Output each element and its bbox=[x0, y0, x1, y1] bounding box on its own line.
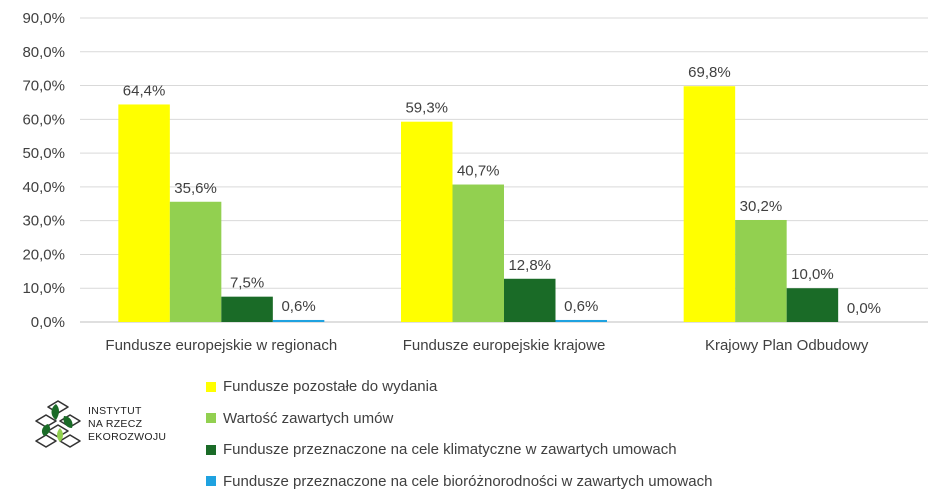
bar bbox=[735, 220, 787, 322]
logo-line-3: EKOROZWOJU bbox=[88, 431, 166, 444]
legend-item-climate-funds: Fundusze przeznaczone na cele klimatyczn… bbox=[206, 434, 712, 466]
data-label: 40,7% bbox=[457, 163, 500, 180]
logo-text: INSTYTUT NA RZECZ EKOROZWOJU bbox=[88, 405, 166, 444]
bar bbox=[170, 202, 222, 322]
data-label: 0,0% bbox=[847, 300, 881, 317]
legend-swatch bbox=[206, 445, 216, 455]
data-label: 7,5% bbox=[230, 275, 264, 292]
y-tick-label: 90,0% bbox=[22, 10, 65, 27]
legend-label: Wartość zawartych umów bbox=[223, 410, 393, 427]
y-tick-label: 60,0% bbox=[22, 111, 65, 128]
y-tick-label: 50,0% bbox=[22, 145, 65, 162]
legend-label: Fundusze przeznaczone na cele bioróżnoro… bbox=[223, 473, 712, 490]
legend-swatch bbox=[206, 382, 216, 392]
legend-item-contract-value: Wartość zawartych umów bbox=[206, 403, 712, 435]
bar bbox=[556, 320, 608, 322]
legend-label: Fundusze pozostałe do wydania bbox=[223, 378, 437, 395]
data-label: 30,2% bbox=[740, 198, 783, 215]
x-tick-label: Krajowy Plan Odbudowy bbox=[705, 337, 869, 354]
y-tick-label: 70,0% bbox=[22, 78, 65, 95]
bar bbox=[118, 104, 170, 322]
x-tick-label: Fundusze europejskie krajowe bbox=[403, 337, 606, 354]
bar-chart: 0,0% 10,0% 20,0% 30,0% 40,0% 50,0% 60,0% 70,0% 8… bbox=[0, 0, 950, 360]
legend-item-biodiversity-funds: Fundusze przeznaczone na cele bioróżnoro… bbox=[206, 466, 712, 497]
y-tick-label: 0,0% bbox=[31, 314, 65, 331]
data-label: 0,6% bbox=[564, 298, 598, 315]
data-label: 35,6% bbox=[174, 180, 217, 197]
y-tick-label: 20,0% bbox=[22, 246, 65, 263]
legend-swatch bbox=[206, 413, 216, 423]
y-tick-label: 40,0% bbox=[22, 179, 65, 196]
bar bbox=[273, 320, 325, 322]
bar bbox=[221, 297, 272, 322]
logo-line-2: NA RZECZ bbox=[88, 418, 166, 431]
legend-swatch bbox=[206, 476, 216, 486]
logo-line-1: INSTYTUT bbox=[88, 405, 166, 418]
institute-logo: INSTYTUT NA RZECZ EKOROZWOJU bbox=[34, 398, 166, 450]
data-label: 64,4% bbox=[123, 82, 166, 99]
legend-item-remaining-funds: Fundusze pozostałe do wydania bbox=[206, 371, 712, 403]
data-label: 69,8% bbox=[688, 64, 731, 81]
legend-label: Fundusze przeznaczone na cele klimatyczn… bbox=[223, 441, 677, 458]
bar bbox=[787, 288, 839, 322]
data-label: 59,3% bbox=[405, 100, 448, 117]
chart-legend: Fundusze pozostałe do wydania Wartość za… bbox=[206, 371, 712, 497]
bar bbox=[453, 185, 505, 322]
bar bbox=[504, 279, 556, 322]
bar bbox=[684, 86, 736, 322]
leaf-cube-icon bbox=[34, 398, 82, 450]
data-label: 10,0% bbox=[791, 266, 834, 283]
x-tick-label: Fundusze europejskie w regionach bbox=[105, 337, 337, 354]
data-label: 0,6% bbox=[281, 298, 315, 315]
y-tick-label: 80,0% bbox=[22, 44, 65, 61]
data-label: 12,8% bbox=[508, 257, 551, 274]
y-tick-label: 10,0% bbox=[22, 280, 65, 297]
bar bbox=[401, 122, 453, 322]
y-tick-label: 30,0% bbox=[22, 213, 65, 230]
